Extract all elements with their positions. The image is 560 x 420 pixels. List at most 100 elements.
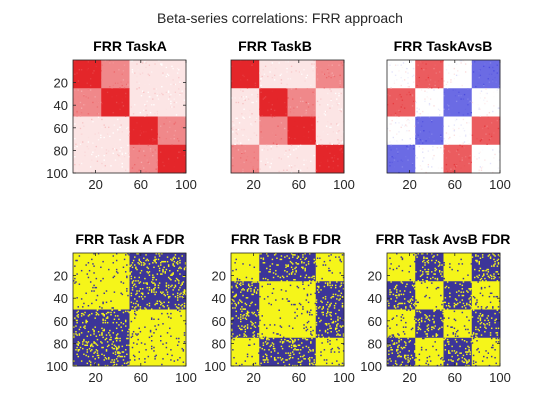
speckle-cell xyxy=(400,293,403,296)
speckle-cell xyxy=(481,314,484,316)
noise-cell xyxy=(240,89,242,91)
speckle-cell xyxy=(303,324,305,326)
speckle-cell xyxy=(183,291,186,293)
y-tick-label: 40 xyxy=(368,291,382,306)
speckle-cell xyxy=(392,268,395,271)
speckle-cell xyxy=(485,350,487,352)
noise-cell xyxy=(251,113,253,115)
noise-cell xyxy=(450,81,452,83)
noise-cell xyxy=(260,131,262,133)
speckle-cell xyxy=(235,362,237,365)
speckle-cell xyxy=(234,294,236,297)
speckle-cell xyxy=(490,317,493,319)
noise-cell xyxy=(448,64,450,66)
speckle-cell xyxy=(111,359,113,361)
speckle-cell xyxy=(336,334,338,336)
speckle-cell xyxy=(264,277,267,280)
speckle-cell xyxy=(308,360,311,362)
speckle-cell xyxy=(414,359,416,361)
noise-cell xyxy=(306,74,309,77)
speckle-cell xyxy=(260,253,262,255)
speckle-cell xyxy=(130,271,133,273)
noise-cell xyxy=(448,133,450,135)
noise-cell xyxy=(469,154,471,157)
speckle-cell xyxy=(306,328,309,331)
noise-cell xyxy=(165,137,168,140)
speckle-cell xyxy=(397,306,399,308)
noise-cell xyxy=(394,122,397,124)
speckle-cell xyxy=(334,286,337,289)
noise-cell xyxy=(292,136,294,139)
speckle-cell xyxy=(272,345,275,348)
noise-cell xyxy=(91,121,93,123)
speckle-cell xyxy=(481,269,484,272)
speckle-cell xyxy=(102,319,104,322)
noise-cell xyxy=(260,96,262,98)
speckle-cell xyxy=(77,310,79,313)
speckle-cell xyxy=(266,327,268,330)
speckle-cell xyxy=(331,362,334,365)
speckle-cell xyxy=(94,286,96,289)
speckle-cell xyxy=(394,286,397,289)
speckle-cell xyxy=(251,284,253,287)
noise-cell xyxy=(284,101,286,104)
noise-cell xyxy=(494,76,496,79)
speckle-cell xyxy=(101,327,103,330)
speckle-cell xyxy=(129,309,131,311)
speckle-cell xyxy=(144,307,146,309)
noise-cell xyxy=(332,102,335,105)
speckle-cell xyxy=(103,314,105,316)
speckle-cell xyxy=(390,349,392,351)
speckle-cell xyxy=(302,337,304,340)
speckle-cell xyxy=(96,350,99,352)
noise-cell xyxy=(117,128,119,131)
speckle-cell xyxy=(261,337,263,340)
speckle-cell xyxy=(258,311,260,314)
noise-cell xyxy=(398,109,400,112)
speckle-cell xyxy=(132,330,135,333)
speckle-cell xyxy=(258,281,260,283)
speckle-cell xyxy=(338,290,340,292)
speckle-cell xyxy=(147,259,150,262)
noise-cell xyxy=(278,157,280,159)
noise-cell xyxy=(418,76,420,79)
speckle-cell xyxy=(179,259,181,262)
noise-cell xyxy=(286,169,288,171)
noise-cell xyxy=(276,145,278,148)
speckle-cell xyxy=(393,288,396,290)
speckle-cell xyxy=(91,258,93,261)
noise-cell xyxy=(112,62,114,64)
noise-cell xyxy=(463,93,466,96)
speckle-cell xyxy=(117,360,119,362)
noise-cell xyxy=(420,89,423,91)
speckle-cell xyxy=(403,354,406,357)
noise-cell xyxy=(121,84,123,87)
speckle-cell xyxy=(158,307,161,309)
noise-cell xyxy=(483,99,485,101)
speckle-cell xyxy=(110,314,112,316)
speckle-cell xyxy=(144,295,146,298)
speckle-cell xyxy=(434,277,436,280)
speckle-cell xyxy=(249,304,251,307)
speckle-cell xyxy=(403,333,406,335)
noise-cell xyxy=(74,123,76,125)
speckle-cell xyxy=(327,283,329,285)
noise-cell xyxy=(103,136,105,139)
noise-cell xyxy=(100,136,102,139)
speckle-cell xyxy=(305,338,308,341)
speckle-cell xyxy=(124,254,127,256)
noise-cell xyxy=(241,128,243,131)
speckle-cell xyxy=(318,281,320,283)
noise-cell xyxy=(261,75,263,78)
speckle-cell xyxy=(487,271,490,273)
noise-cell xyxy=(316,78,319,80)
y-tick-label: 40 xyxy=(212,291,226,306)
speckle-cell xyxy=(164,272,166,274)
noise-cell xyxy=(104,126,106,129)
noise-cell xyxy=(428,104,431,106)
speckle-cell xyxy=(153,289,155,291)
speckle-cell xyxy=(113,344,116,346)
speckle-cell xyxy=(427,363,430,366)
noise-cell xyxy=(416,107,418,109)
speckle-cell xyxy=(496,280,499,282)
